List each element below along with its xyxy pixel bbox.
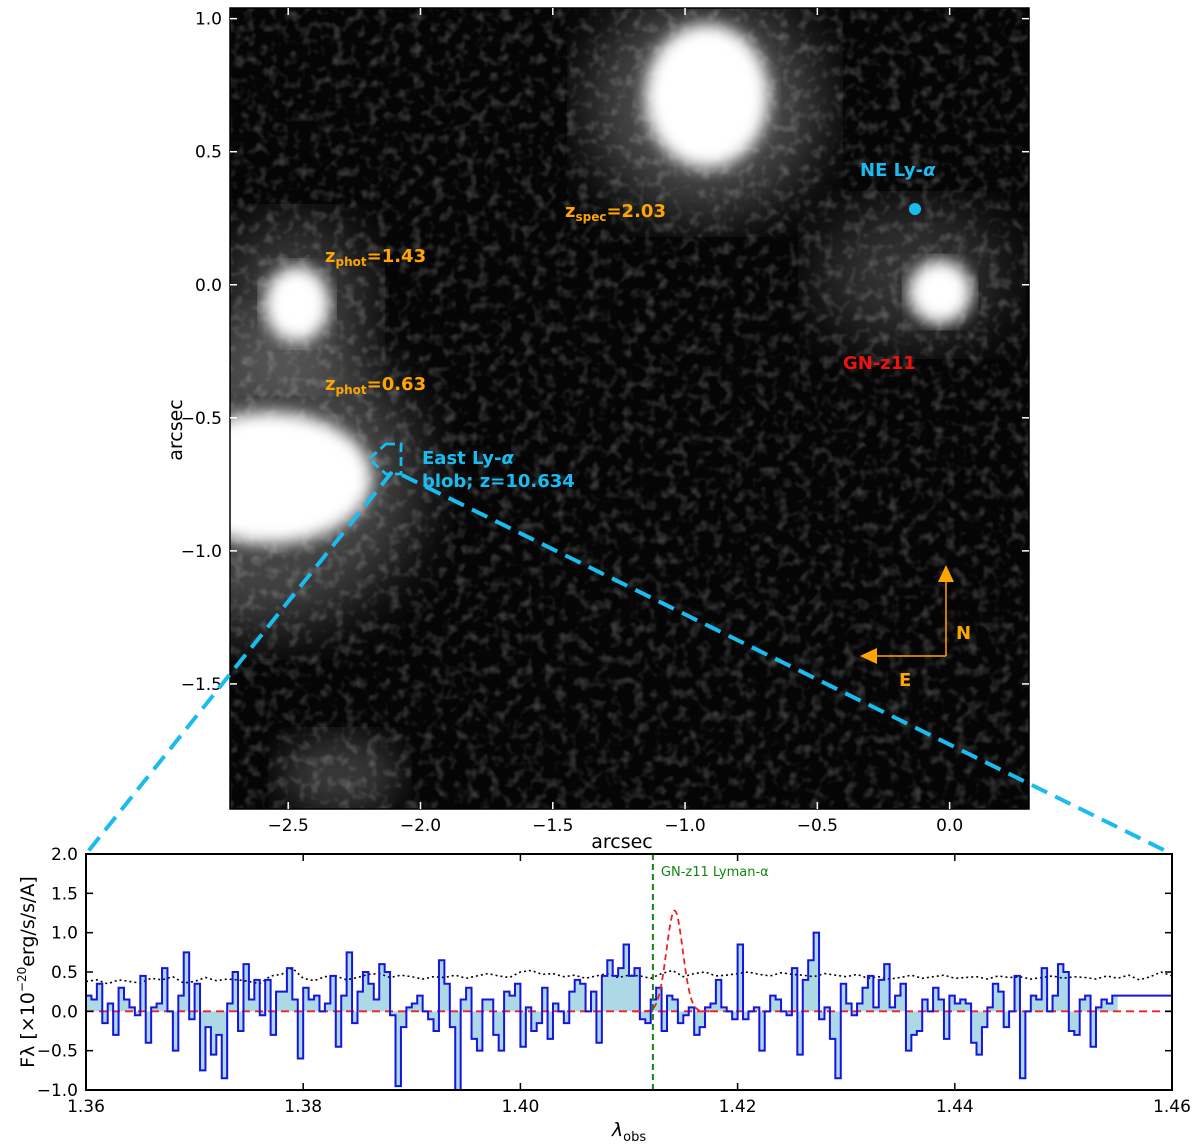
spectrum-x-tick-label: 1.38: [284, 1097, 322, 1117]
compass-east-arrow-icon: [860, 648, 877, 664]
image-x-tick-label: −2.5: [268, 816, 309, 836]
image-y-tick-label: 0.5: [195, 143, 222, 163]
image-x-tick-label: −2.0: [400, 816, 441, 836]
image-y-tick-label: 1.0: [195, 10, 222, 30]
image-x-tick-label: −1.0: [664, 816, 705, 836]
zoom-connector-right: [401, 473, 1173, 856]
lyman-alpha-marker-label: GN-z11 Lyman-α: [661, 865, 769, 880]
east-blob-aperture: [366, 442, 403, 476]
image-x-tick-label: 0.0: [936, 816, 963, 836]
galaxy-zphot-1: [264, 266, 330, 342]
spectrum-y-tick-label: 0.5: [51, 963, 78, 983]
spectrum-x-tick-label: 1.40: [501, 1097, 539, 1117]
gaussian-fit-curve: [633, 909, 716, 1013]
spectrum-y-tick-label: 1.0: [51, 924, 78, 944]
galaxy-zphot-2: [230, 412, 372, 544]
annotation-east-lya-line1: East Ly-α: [422, 448, 514, 469]
annotation-east-lya-line2: blob; z=10.634: [422, 471, 575, 492]
compass-east-label: E: [899, 670, 911, 691]
ne-lya-marker: [909, 203, 921, 215]
spectrum-x-tick-label: 1.36: [67, 1097, 105, 1117]
compass-north-arrow-icon: [938, 565, 954, 582]
spectrum-x-tick-label: 1.46: [1153, 1097, 1191, 1117]
image-field: [230, 8, 1029, 809]
image-x-tick-label: −1.5: [532, 816, 573, 836]
image-frame: [229, 7, 1030, 810]
spectrum-y-tick-label: −0.5: [37, 1042, 78, 1062]
image-y-tick-label: 0.0: [195, 276, 222, 296]
spectrum-x-axis-label: λobs: [611, 1119, 646, 1145]
gn-z11-source: [908, 260, 972, 324]
zoom-connector-left: [84, 470, 394, 856]
annotation-zphot-1: zphot=1.43: [325, 246, 426, 269]
spectrum-y-tick-label: 0.0: [51, 1002, 78, 1022]
spectrum-x-tick-label: 1.44: [936, 1097, 974, 1117]
noise-curve: [86, 967, 1172, 985]
image-y-tick-label: −1.0: [181, 542, 222, 562]
image-y-ticks: 1.0 0.5 0.0 −0.5 −1.0 −1.5: [181, 10, 1029, 695]
image-panel: −2.5 −2.0 −1.5 −1.0 −0.5 0.0 1.0 0.5 0.0 −0.5 −1.…: [165, 7, 1030, 853]
image-x-tick-label: −0.5: [797, 816, 838, 836]
spectrum-x-tick-label: 1.42: [719, 1097, 757, 1117]
spectrum-y-tick-label: 1.5: [51, 884, 78, 904]
compass-north-label: N: [956, 623, 971, 644]
image-x-ticks: −2.5 −2.0 −1.5 −1.0 −0.5 0.0: [268, 8, 963, 836]
spectrum-y-axis-label: Fλ [×10−20erg/s/s/A]: [15, 876, 39, 1068]
spectrum-x-ticks: 1.36 1.38 1.40 1.42 1.44 1.46: [67, 854, 1191, 1117]
image-y-axis-label: arcsec: [165, 399, 187, 461]
annotation-zspec: zspec=2.03: [565, 201, 666, 224]
spectrum-y-ticks: 2.0 1.5 1.0 0.5 0.0 −0.5 −1.0: [37, 845, 1172, 1101]
image-y-tick-label: −0.5: [181, 409, 222, 429]
spectrum-step-line: [86, 931, 1172, 1090]
image-y-tick-label: −1.5: [181, 675, 222, 695]
spectrum-panel: GN-z11 Lyman-α 1.36 1.38 1.40 1.42 1.44 1.46 …: [15, 845, 1191, 1145]
spectrum-y-tick-label: −1.0: [37, 1081, 78, 1101]
annotation-ne-lya: NE Ly-α: [860, 160, 936, 181]
annotation-zphot-2: zphot=0.63: [325, 374, 426, 397]
spectrum-y-tick-label: 2.0: [51, 845, 78, 865]
galaxy-zspec: [645, 24, 769, 168]
annotation-gn-z11: GN-z11: [843, 353, 916, 374]
compass: N E: [860, 565, 971, 691]
image-x-axis-label: arcsec: [591, 831, 653, 853]
